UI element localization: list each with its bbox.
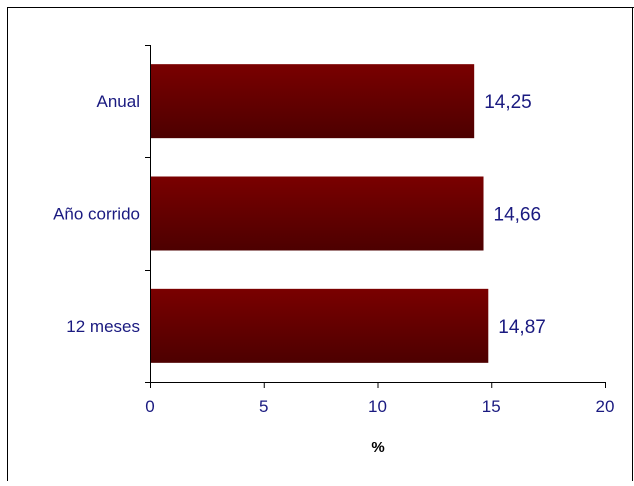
data-label: 14,66 — [494, 205, 542, 226]
x-tick-label: 10 — [368, 397, 387, 416]
x-tick-label: 0 — [145, 397, 154, 416]
x-tick-label: 5 — [259, 397, 268, 416]
category-label: Año corrido — [53, 205, 140, 224]
x-axis-title: % — [371, 439, 384, 456]
data-label: 14,87 — [498, 317, 546, 338]
bar — [151, 176, 484, 251]
x-tick-label: 15 — [482, 397, 501, 416]
category-label: 12 meses — [66, 317, 140, 336]
bar — [151, 288, 489, 363]
category-label: Anual — [97, 92, 140, 111]
bar — [151, 64, 475, 139]
data-label: 14,25 — [484, 92, 532, 113]
x-tick-label: 20 — [596, 397, 615, 416]
